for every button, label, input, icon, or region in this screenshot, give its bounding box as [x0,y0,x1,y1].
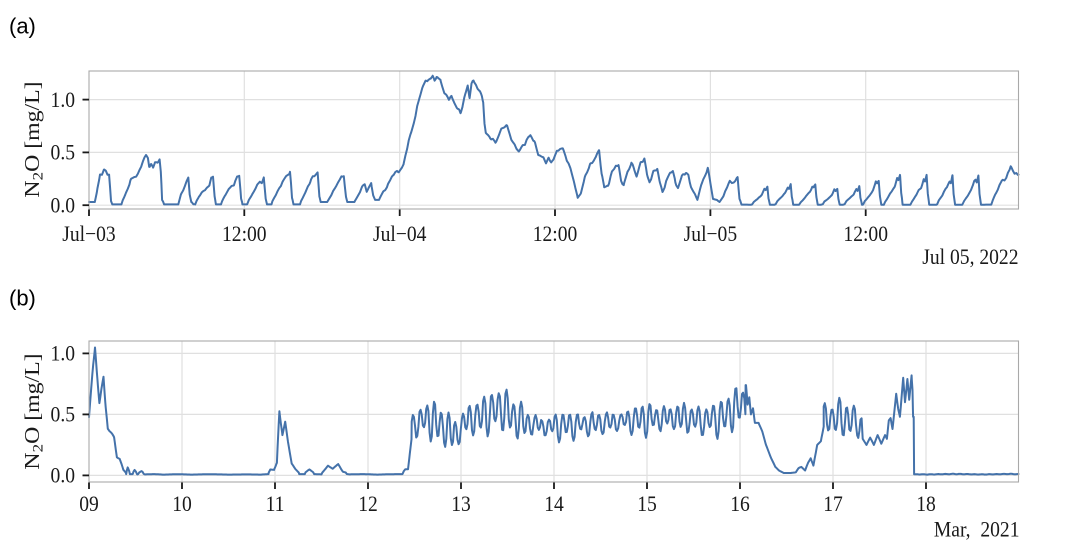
svg-text:Jul−05: Jul−05 [684,221,737,246]
svg-text:1.0: 1.0 [51,341,75,366]
svg-text:0.5: 0.5 [51,402,75,427]
svg-text:N2O [mg/L]: N2O [mg/L] [20,81,46,197]
svg-text:12:00: 12:00 [843,221,888,246]
svg-text:(b): (b) [9,286,36,311]
svg-text:Jul−04: Jul−04 [373,221,427,246]
svg-text:0.0: 0.0 [51,192,75,217]
svg-text:0.0: 0.0 [51,463,75,488]
svg-text:16: 16 [730,491,750,516]
svg-text:14: 14 [544,491,564,516]
svg-text:1.0: 1.0 [51,87,75,112]
svg-text:12:00: 12:00 [222,221,267,246]
svg-text:0.5: 0.5 [51,140,75,165]
svg-text:12: 12 [358,491,378,516]
svg-text:09: 09 [79,491,99,516]
svg-text:Jul−03: Jul−03 [62,221,115,246]
svg-text:17: 17 [823,491,843,516]
svg-text:18: 18 [916,491,936,516]
svg-text:11: 11 [266,491,285,516]
svg-text:15: 15 [637,491,657,516]
svg-text:10: 10 [172,491,192,516]
svg-text:(a): (a) [9,14,36,39]
svg-text:12:00: 12:00 [533,221,578,246]
svg-text:Mar, 2021: Mar, 2021 [934,516,1020,541]
svg-text:Jul 05, 2022: Jul 05, 2022 [922,244,1018,269]
svg-text:13: 13 [451,491,471,516]
